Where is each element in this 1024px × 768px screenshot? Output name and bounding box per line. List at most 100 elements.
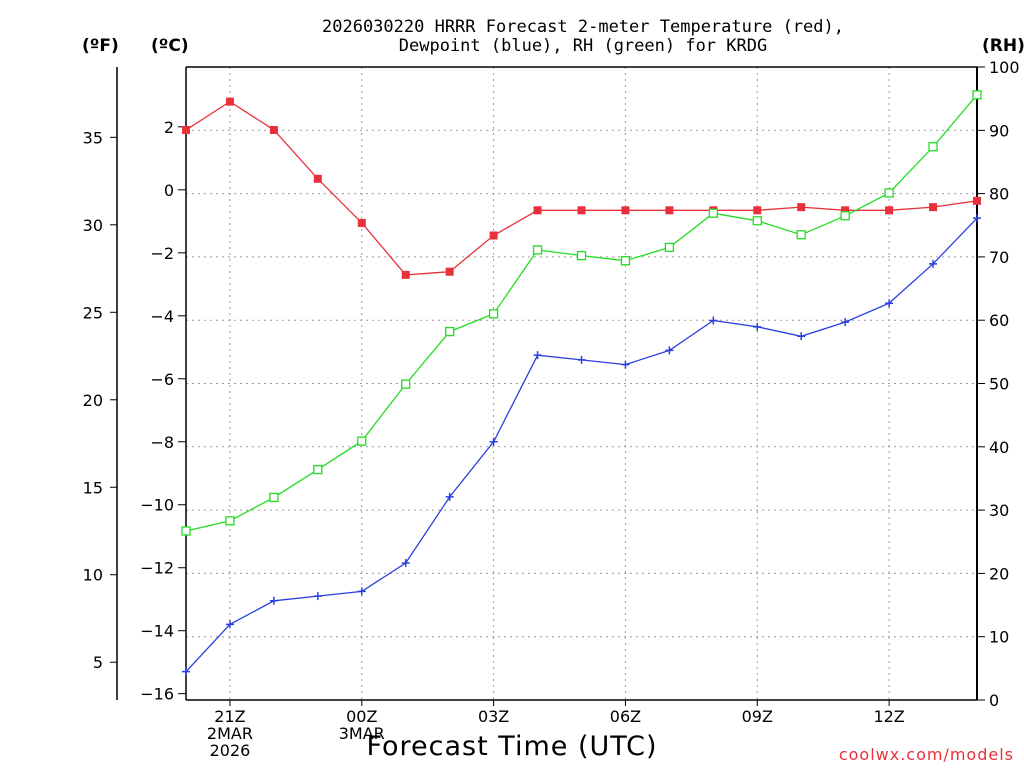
series-lines bbox=[181, 90, 982, 676]
rh-point bbox=[225, 516, 235, 526]
dewpoint-line bbox=[185, 217, 978, 673]
dewpoint-point bbox=[841, 318, 850, 327]
dewpoint-point bbox=[973, 214, 981, 223]
grid-lines bbox=[186, 67, 977, 700]
x-tick-label: 2026 bbox=[210, 741, 251, 760]
temperature-point bbox=[973, 196, 981, 205]
x-tick-label: 06Z bbox=[610, 707, 641, 726]
fahrenheit-unit-label: (ºF) bbox=[82, 36, 119, 56]
rh-point bbox=[972, 90, 982, 100]
temperature-point bbox=[357, 218, 366, 227]
rh-point bbox=[884, 188, 894, 198]
x-tick-label: 3MAR bbox=[339, 724, 385, 743]
dewpoint-point bbox=[709, 316, 718, 325]
temperature-point bbox=[401, 270, 410, 279]
temperature-point bbox=[885, 206, 894, 215]
rh-tick-label: 80 bbox=[989, 185, 1009, 204]
temperature-point bbox=[533, 206, 542, 215]
dewpoint-point bbox=[665, 346, 674, 355]
rh-point bbox=[928, 142, 938, 152]
chart-title-line1: 2026030220 HRRR Forecast 2-meter Tempera… bbox=[322, 17, 844, 37]
temperature-point bbox=[313, 174, 322, 183]
rh-tick-label: 30 bbox=[989, 501, 1009, 520]
dewpoint-point bbox=[357, 587, 366, 596]
dewpoint-point bbox=[401, 559, 410, 568]
fahrenheit-tick-label: 10 bbox=[83, 566, 103, 585]
temperature-point bbox=[225, 97, 234, 106]
rh-point bbox=[269, 492, 279, 503]
rh-tick-label: 10 bbox=[989, 628, 1009, 647]
temperature-point bbox=[489, 231, 498, 240]
x-tick-label: 03Z bbox=[478, 707, 509, 726]
x-tick-label: 2MAR bbox=[207, 724, 253, 743]
rh-tick-label: 60 bbox=[989, 311, 1009, 330]
dewpoint-point bbox=[533, 351, 542, 360]
x-tick-label: 00Z bbox=[346, 707, 377, 726]
x-tick-label: 12Z bbox=[873, 707, 904, 726]
celsius-tick-label: −8 bbox=[150, 433, 174, 452]
dewpoint-point bbox=[182, 667, 190, 676]
temperature-point bbox=[797, 203, 806, 212]
chart-title-line2: Dewpoint (blue), RH (green) for KRDG bbox=[398, 36, 768, 56]
celsius-tick-label: −6 bbox=[150, 370, 174, 389]
temperature-point bbox=[929, 203, 938, 212]
dewpoint-point bbox=[313, 592, 322, 601]
celsius-tick-label: −16 bbox=[140, 685, 174, 704]
watermark-link[interactable]: coolwx.com/models bbox=[838, 745, 1014, 764]
rh-line bbox=[185, 94, 978, 532]
fahrenheit-tick-label: 5 bbox=[93, 653, 103, 672]
axes: 20−2−4−6−8−10−12−14−16353025201510501020… bbox=[83, 58, 1020, 760]
rh-point bbox=[796, 230, 806, 240]
dewpoint-point bbox=[225, 620, 234, 629]
fahrenheit-tick-label: 25 bbox=[83, 303, 103, 322]
rh-point bbox=[532, 245, 543, 255]
celsius-tick-label: 2 bbox=[164, 118, 174, 137]
x-tick-label: 09Z bbox=[742, 707, 773, 726]
temperature-point bbox=[665, 206, 674, 215]
temperature-point bbox=[269, 125, 278, 134]
celsius-tick-label: −2 bbox=[150, 244, 174, 263]
fahrenheit-tick-label: 30 bbox=[83, 216, 103, 235]
celsius-tick-label: −12 bbox=[140, 559, 174, 578]
rh-tick-label: 100 bbox=[989, 58, 1020, 77]
dewpoint-point bbox=[445, 492, 454, 501]
x-axis-label: Forecast Time (UTC) bbox=[366, 731, 658, 762]
rh-point bbox=[752, 216, 762, 226]
dewpoint-point bbox=[577, 355, 586, 364]
dewpoint-point bbox=[929, 259, 938, 268]
rh-tick-label: 0 bbox=[989, 691, 999, 710]
rh-point bbox=[576, 250, 587, 261]
celsius-tick-label: 0 bbox=[164, 181, 174, 200]
rh-point bbox=[181, 526, 191, 536]
temperature-point bbox=[753, 206, 762, 215]
dewpoint-point bbox=[269, 596, 278, 605]
rh-tick-label: 40 bbox=[989, 438, 1009, 457]
rh-point bbox=[840, 211, 850, 221]
rh-point bbox=[313, 464, 323, 475]
fahrenheit-tick-label: 35 bbox=[83, 128, 103, 147]
temperature-point bbox=[577, 206, 586, 215]
rh-point bbox=[488, 309, 499, 319]
rh-point bbox=[401, 379, 411, 389]
dewpoint-point bbox=[621, 360, 630, 369]
rh-point bbox=[664, 242, 675, 253]
celsius-tick-label: −10 bbox=[140, 496, 174, 515]
celsius-tick-label: −4 bbox=[150, 307, 174, 326]
rh-point bbox=[445, 326, 455, 337]
temperature-point bbox=[841, 206, 850, 215]
rh-tick-label: 90 bbox=[989, 121, 1009, 140]
x-tick-label: 21Z bbox=[214, 707, 245, 726]
temperature-point bbox=[182, 125, 190, 134]
rh-point bbox=[357, 436, 367, 446]
rh-point bbox=[620, 256, 631, 266]
temperature-point bbox=[445, 267, 454, 276]
celsius-unit-label: (ºC) bbox=[151, 36, 189, 56]
rh-unit-label: (RH) bbox=[982, 36, 1024, 56]
rh-tick-label: 70 bbox=[989, 248, 1009, 267]
fahrenheit-tick-label: 15 bbox=[83, 478, 103, 497]
celsius-tick-label: −14 bbox=[140, 622, 174, 641]
rh-tick-label: 20 bbox=[989, 564, 1009, 583]
dewpoint-point bbox=[489, 437, 498, 446]
temperature-point bbox=[621, 206, 630, 215]
